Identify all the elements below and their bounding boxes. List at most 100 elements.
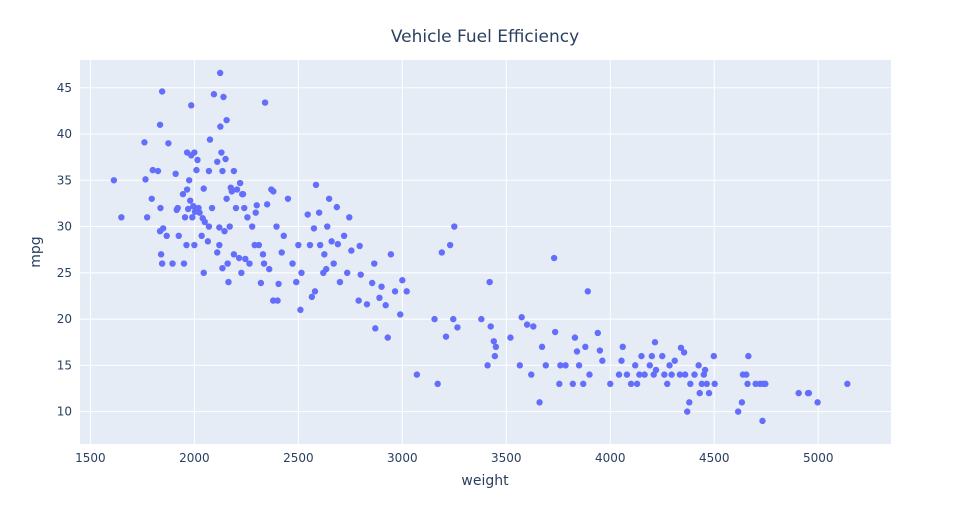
- y-tick-labels: 10 15 20 25 30 35 40 45: [57, 81, 72, 419]
- data-point: [293, 278, 300, 286]
- data-point: [181, 214, 189, 221]
- data-point: [384, 334, 391, 341]
- x-tick-label: 5000: [803, 451, 834, 465]
- data-point: [648, 352, 656, 360]
- data-point: [618, 357, 625, 364]
- data-point: [599, 357, 606, 364]
- data-point: [308, 293, 316, 301]
- data-point: [623, 371, 631, 378]
- data-point: [619, 343, 626, 351]
- data-point: [157, 251, 165, 258]
- data-point: [188, 102, 195, 109]
- data-point: [222, 155, 229, 163]
- data-point: [569, 380, 577, 388]
- data-points: [110, 69, 851, 425]
- data-point: [238, 269, 245, 277]
- data-point: [523, 321, 531, 328]
- data-point: [363, 301, 371, 308]
- data-point: [530, 323, 537, 330]
- data-point: [324, 223, 331, 230]
- data-point: [661, 371, 668, 378]
- data-point: [357, 271, 364, 278]
- data-point: [550, 254, 558, 262]
- data-point: [316, 241, 324, 249]
- data-point: [403, 288, 410, 295]
- data-point: [372, 325, 379, 332]
- data-point: [376, 294, 383, 302]
- data-point: [225, 278, 232, 286]
- data-point: [323, 265, 330, 273]
- data-point: [536, 399, 543, 406]
- y-tick-label: 20: [57, 312, 72, 326]
- data-point: [235, 254, 243, 262]
- data-point: [143, 214, 151, 221]
- data-point: [233, 186, 241, 193]
- data-point: [141, 139, 148, 146]
- data-point: [632, 362, 639, 369]
- data-point: [174, 204, 181, 212]
- data-point: [200, 269, 207, 277]
- data-point: [275, 280, 282, 288]
- data-point: [142, 176, 149, 183]
- data-point: [413, 371, 421, 378]
- data-point: [157, 204, 164, 212]
- data-point: [486, 278, 493, 286]
- data-point: [490, 338, 498, 345]
- data-point: [434, 380, 441, 388]
- chart-title: Vehicle Fuel Efficiency: [391, 27, 579, 47]
- data-point: [594, 329, 601, 337]
- data-point: [478, 315, 485, 323]
- data-point: [659, 352, 666, 360]
- data-point: [158, 260, 166, 267]
- data-point: [507, 334, 514, 341]
- data-point: [297, 306, 304, 314]
- data-point: [333, 203, 341, 211]
- data-point: [259, 251, 267, 258]
- y-tick-label: 30: [57, 220, 72, 234]
- data-point: [542, 362, 550, 369]
- x-gridlines: [89, 60, 819, 444]
- data-point: [680, 349, 688, 356]
- data-point: [580, 380, 587, 388]
- data-point: [705, 389, 713, 397]
- data-point: [328, 238, 335, 245]
- data-point: [745, 352, 752, 360]
- data-point: [224, 260, 231, 267]
- y-axis-label: mpg: [28, 236, 44, 267]
- data-point: [641, 371, 648, 378]
- data-point: [582, 343, 589, 351]
- data-point: [695, 362, 702, 369]
- data-point: [312, 181, 320, 189]
- data-point: [387, 251, 395, 258]
- data-point: [686, 399, 693, 406]
- data-point: [220, 93, 227, 101]
- data-point: [253, 202, 260, 209]
- data-point: [844, 380, 851, 388]
- data-point: [230, 251, 238, 258]
- data-point: [214, 158, 221, 165]
- data-point: [232, 204, 240, 212]
- y-tick-label: 40: [57, 127, 72, 141]
- data-point: [191, 149, 198, 156]
- data-point: [148, 195, 155, 202]
- y-gridlines: [80, 87, 891, 413]
- data-point: [172, 170, 179, 178]
- data-point: [691, 371, 698, 378]
- data-point: [236, 179, 244, 187]
- data-point: [163, 232, 170, 240]
- data-point: [557, 362, 564, 369]
- data-point: [218, 149, 225, 156]
- data-point: [814, 399, 821, 406]
- data-point: [484, 362, 491, 369]
- data-point: [676, 371, 684, 378]
- data-point: [239, 190, 247, 198]
- data-point: [306, 241, 314, 249]
- data-point: [391, 288, 399, 295]
- data-point: [260, 260, 268, 267]
- data-point: [194, 156, 201, 164]
- x-tick-label: 3500: [491, 451, 522, 465]
- data-point: [270, 188, 277, 195]
- data-point: [446, 241, 454, 249]
- x-axis-label: weight: [461, 473, 509, 489]
